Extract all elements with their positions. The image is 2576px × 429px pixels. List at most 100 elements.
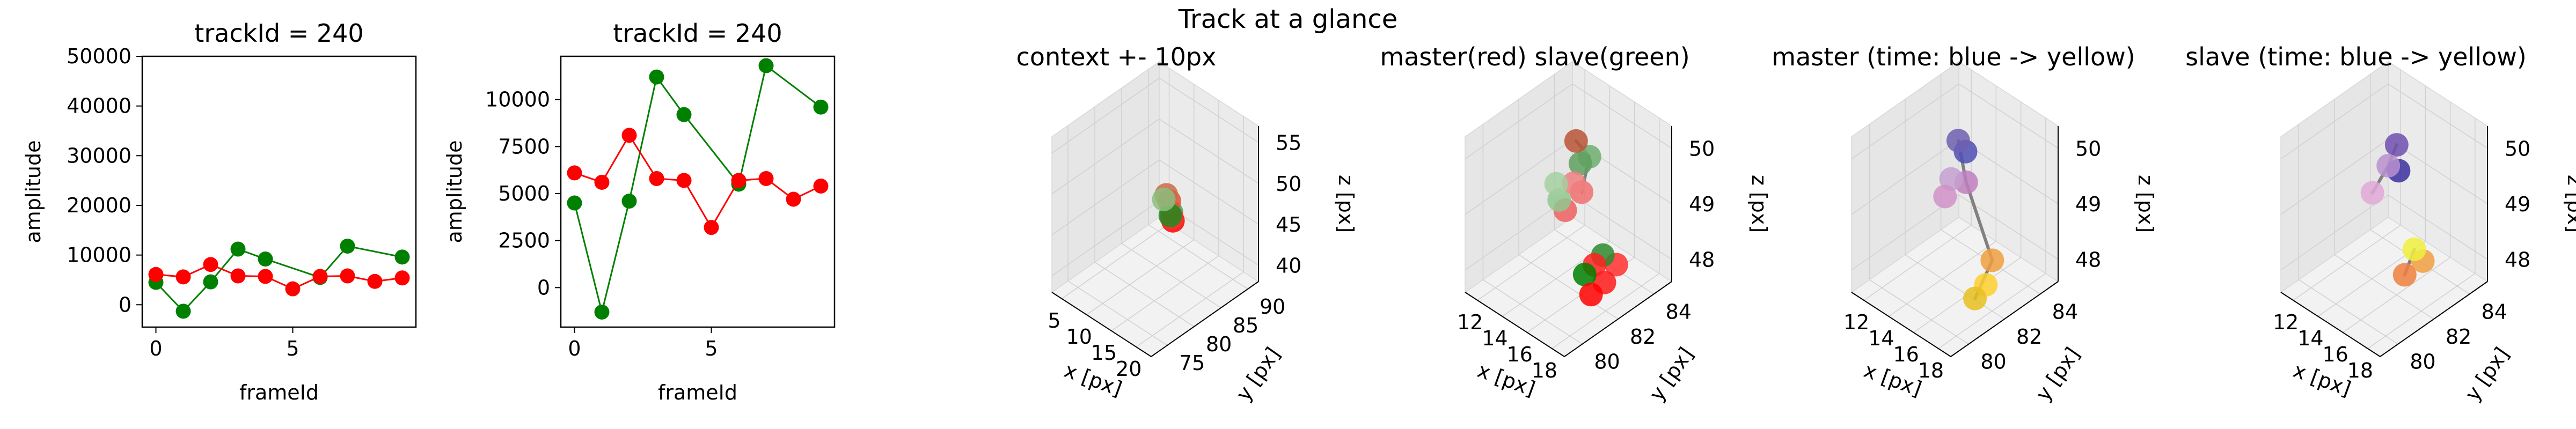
grid-line	[1051, 200, 1160, 277]
data-point	[258, 269, 273, 284]
data-point	[1946, 129, 1970, 153]
z-axis-label: z [px]	[1334, 175, 1358, 233]
y-tick-label: 82	[1630, 325, 1656, 349]
data-point	[1568, 152, 1592, 175]
series-line-2	[156, 263, 402, 290]
z-tick-label: 50	[1276, 172, 1301, 196]
grid-line	[1094, 262, 1195, 327]
data-point	[567, 195, 582, 211]
y-tick-label: 80	[1206, 332, 1232, 356]
y-tick-label: 0	[119, 293, 131, 316]
data-point	[621, 128, 637, 143]
grid-line	[1159, 77, 1259, 143]
data-point	[1544, 172, 1568, 196]
grid-line	[1159, 159, 1259, 225]
x-tick-label: 14	[1482, 327, 1507, 350]
x-tick-label: 14	[1868, 327, 1894, 350]
data-point	[258, 252, 273, 267]
y-tick-label: 75	[1179, 351, 1205, 375]
line-chart-2: 0 5 0 2500 5000 7500 10000 trackId = 240 frameId…	[443, 19, 836, 404]
x-axis-line	[1465, 292, 1565, 357]
z-tick-label: 50	[1689, 137, 1715, 160]
grid-line	[1051, 119, 1160, 195]
z-tick-label: 48	[2075, 248, 2101, 272]
z-tick-label: 49	[2075, 193, 2101, 216]
data-point	[2376, 154, 2401, 177]
data-point	[1980, 248, 2004, 272]
data-point	[649, 171, 664, 186]
y-tick-label: 82	[2446, 325, 2471, 349]
grid-line	[1851, 83, 1959, 160]
data-point	[285, 281, 301, 297]
data-point	[731, 173, 747, 188]
y-axis-line	[2380, 281, 2488, 357]
left-pane	[1051, 61, 1160, 293]
x-tick-label: 16	[1893, 343, 1919, 366]
z-tick-label: 48	[2505, 248, 2530, 272]
x-tick-label: 5	[286, 337, 299, 360]
grid-line	[2388, 194, 2488, 260]
x-tick-label: 18	[1918, 359, 1944, 382]
data-point	[813, 99, 829, 115]
data-point	[230, 268, 246, 284]
data-point	[676, 107, 692, 122]
y-tick-label: 5000	[498, 182, 550, 205]
x-tick-label: 5	[705, 337, 718, 360]
data-point	[649, 69, 664, 85]
grid-line	[1572, 194, 1672, 260]
z-axis-label: z [px]	[1747, 175, 1771, 233]
data-point	[567, 165, 582, 181]
grid-line	[1465, 83, 1573, 160]
y-axis-line	[1564, 281, 1672, 357]
data-point	[786, 191, 801, 207]
x-axis-line	[1051, 292, 1152, 357]
data-point	[394, 249, 410, 265]
y-tick-label: 10000	[67, 243, 131, 267]
y-tick-label: 80	[1594, 350, 1620, 374]
z-tick-label: 55	[1276, 131, 1301, 155]
z-tick-label: 49	[1689, 193, 1715, 216]
data-point	[175, 304, 191, 319]
data-point	[758, 171, 774, 186]
x-tick-label: 18	[2347, 359, 2373, 382]
y-tick-label: 0	[537, 276, 550, 299]
data-point	[230, 241, 246, 257]
axes-frame	[141, 55, 417, 328]
y-axis-label: amplitude	[21, 140, 45, 243]
y-axis-line	[1950, 281, 2059, 357]
z-tick-label: 45	[1276, 213, 1301, 236]
y-tick-label: 50000	[67, 45, 131, 68]
x-tick-label: 12	[1843, 310, 1869, 334]
y-tick-label: 82	[2016, 325, 2042, 349]
data-point	[340, 238, 355, 254]
chart-title: trackId = 240	[194, 19, 363, 48]
y-tick-label: 85	[1233, 314, 1258, 337]
grid-line	[2280, 139, 2389, 215]
y-tick-label: 40000	[67, 94, 131, 118]
y-tick-label: 80	[1980, 350, 2006, 374]
grid-line	[1136, 271, 1244, 347]
data-point	[621, 194, 637, 209]
x-tick-label: 18	[1532, 359, 1557, 382]
track-segment	[1964, 180, 1994, 262]
x-tick-label: 5	[1048, 309, 1060, 332]
grid-line	[1111, 255, 1219, 331]
grid-line	[1851, 139, 1959, 215]
grid-line	[1869, 279, 1969, 345]
y-tick-label: 80	[2410, 350, 2435, 374]
line-chart-1: 0 5 0 10000 20000 30000 40000 50000 trackId = 24…	[21, 19, 417, 404]
x-axis-line	[2280, 292, 2381, 357]
grid-line	[1148, 224, 1248, 290]
x-axis-label: frameId	[239, 381, 319, 404]
grid-line	[1572, 83, 1672, 149]
figure-suptitle: Track at a glance	[1178, 4, 1398, 34]
grid-line	[1051, 77, 1160, 154]
y-tick-label: 2500	[498, 229, 550, 253]
y-axis-line	[1151, 281, 1259, 357]
data-point	[1564, 129, 1588, 153]
data-point	[1562, 171, 1586, 195]
x-tick-label: 0	[149, 337, 162, 360]
